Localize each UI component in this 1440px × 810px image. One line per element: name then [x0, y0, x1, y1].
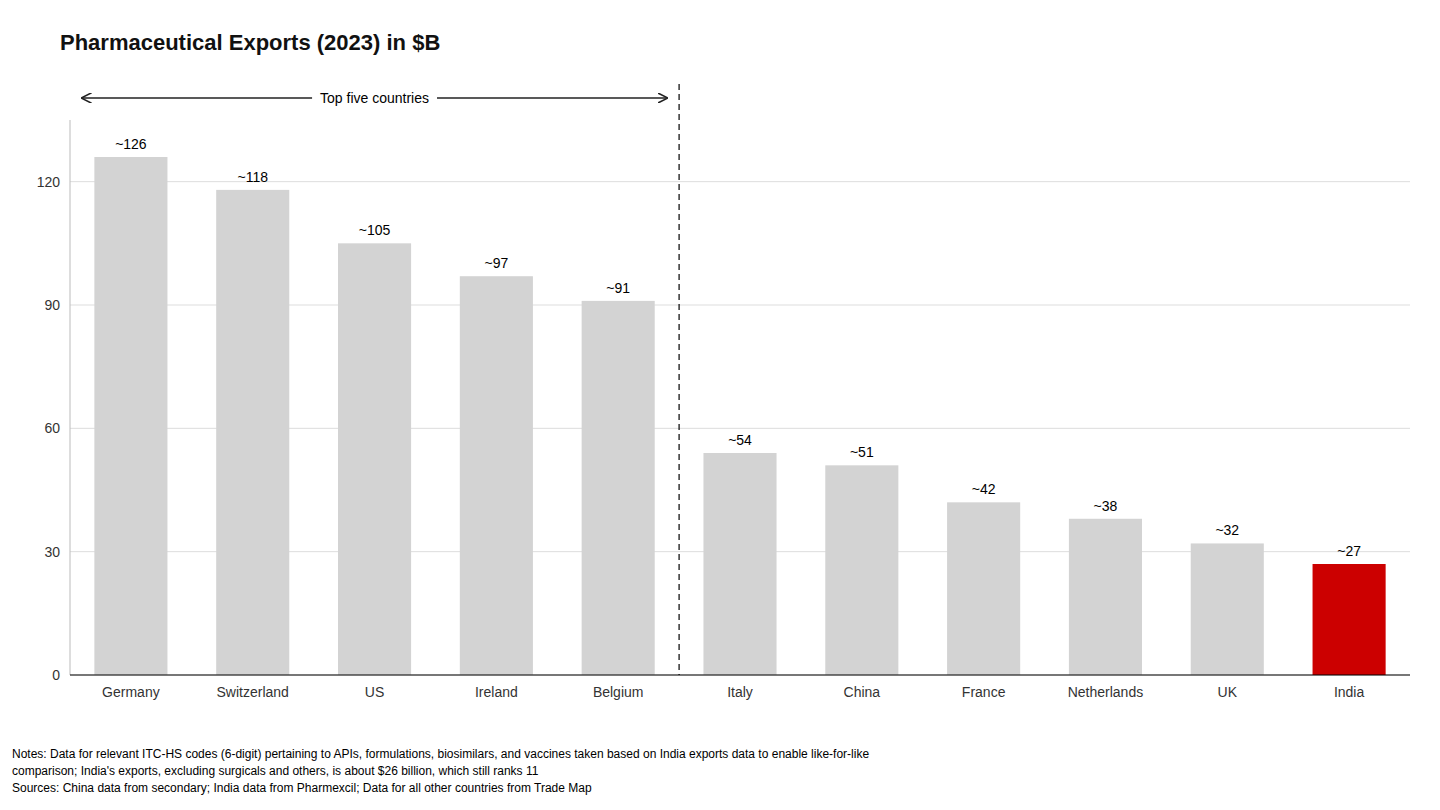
- x-tick-label: Netherlands: [1068, 684, 1144, 700]
- x-tick-label: UK: [1218, 684, 1238, 700]
- footer-note-line: comparison; India's exports, excluding s…: [12, 764, 539, 778]
- bar: [947, 502, 1020, 675]
- grid-line: [70, 675, 1410, 676]
- data-label: ~27: [1337, 543, 1361, 559]
- bar: [94, 157, 167, 675]
- data-label: ~97: [484, 255, 508, 271]
- annotation-text: Top five countries: [320, 90, 429, 106]
- x-tick-label: Italy: [727, 684, 753, 700]
- x-axis-line: [70, 674, 1410, 675]
- footer-note: Notes: Data for relevant ITC-HS codes (6…: [12, 747, 869, 795]
- x-tick-label: France: [962, 684, 1006, 700]
- data-label: ~32: [1215, 522, 1239, 538]
- bar: [1313, 564, 1386, 675]
- x-tick-label: US: [365, 684, 384, 700]
- bar: [1191, 543, 1264, 675]
- data-label: ~105: [359, 222, 391, 238]
- x-tick-label: Germany: [102, 684, 160, 700]
- annotation-arrow: [437, 97, 667, 98]
- x-tick-label: Belgium: [593, 684, 644, 700]
- y-tick-label: 60: [44, 420, 60, 436]
- bar: [1069, 519, 1142, 675]
- bar: [582, 301, 655, 675]
- data-label: ~51: [850, 444, 874, 460]
- chart-svg: Pharmaceutical Exports (2023) in $B 0 30 60…: [0, 0, 1440, 810]
- data-label: ~126: [115, 136, 147, 152]
- y-tick-label: 30: [44, 544, 60, 560]
- y-tick-label: 120: [37, 174, 61, 190]
- data-label: ~118: [237, 169, 268, 185]
- data-label: ~42: [972, 481, 996, 497]
- x-tick-label: Ireland: [475, 684, 518, 700]
- footer-note-line: Notes: Data for relevant ITC-HS codes (6…: [12, 747, 869, 761]
- y-tick-label: 0: [52, 667, 60, 683]
- chart-container: Pharmaceutical Exports (2023) in $B 0 30 60…: [0, 0, 1440, 810]
- x-tick-label: China: [844, 684, 881, 700]
- bars: [94, 157, 1385, 675]
- grid: [70, 182, 1410, 675]
- data-label: ~91: [606, 280, 630, 296]
- divider-line: [678, 84, 679, 675]
- bar: [825, 465, 898, 675]
- x-tick-label: Switzerland: [217, 684, 289, 700]
- grid-line: [70, 181, 1410, 182]
- data-label: ~38: [1094, 498, 1118, 514]
- annotation-arrow: [82, 97, 312, 98]
- y-tick-label: 90: [44, 297, 60, 313]
- x-tick-label: India: [1334, 684, 1365, 700]
- y-axis-line: [70, 120, 71, 675]
- footer-note-line: Sources: China data from secondary; Indi…: [12, 781, 592, 795]
- title: Pharmaceutical Exports (2023) in $B: [60, 30, 440, 55]
- data-label: ~54: [728, 432, 752, 448]
- bar: [338, 243, 411, 675]
- bar: [703, 453, 776, 675]
- bar: [216, 190, 289, 675]
- bar: [460, 276, 533, 675]
